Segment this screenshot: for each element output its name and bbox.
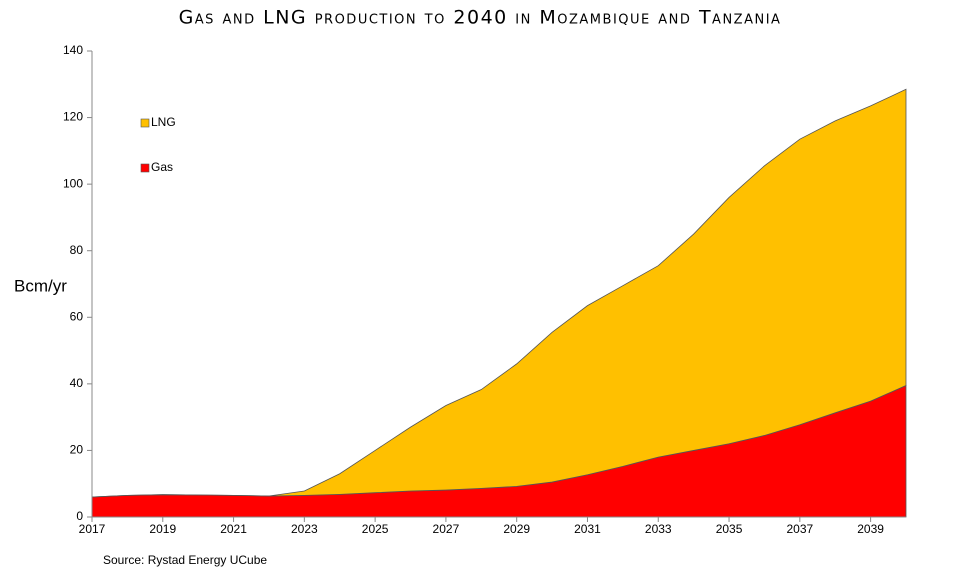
y-tick-label: 0 [76, 509, 83, 523]
y-tick-label: 60 [70, 309, 84, 323]
x-tick-label: 2031 [574, 522, 601, 536]
y-tick-label: 120 [63, 110, 83, 124]
x-tick-label: 2039 [857, 522, 884, 536]
x-tick-label: 2027 [433, 522, 460, 536]
x-tick-label: 2025 [362, 522, 389, 536]
source-note: Source: Rystad Energy UCube [103, 553, 267, 567]
y-tick-label: 140 [63, 43, 83, 57]
legend-swatch [140, 163, 150, 173]
legend-swatch [140, 118, 150, 128]
chart-title: Gas and LNG production to 2040 in Mozamb… [179, 7, 782, 29]
x-tick-label: 2035 [716, 522, 743, 536]
y-tick-label: 40 [70, 376, 84, 390]
x-tick-label: 2021 [220, 522, 247, 536]
x-tick-label: 2033 [645, 522, 672, 536]
x-tick-label: 2019 [149, 522, 176, 536]
x-tick-label: 2023 [291, 522, 318, 536]
y-tick-label: 20 [70, 443, 84, 457]
legend-label: Gas [151, 160, 173, 174]
y-tick-label: 80 [70, 243, 84, 257]
legend-label: LNG [151, 115, 176, 129]
area [91, 88, 907, 498]
x-tick-label: 2017 [79, 522, 106, 536]
y-axis-label: Bcm/yr [14, 276, 67, 295]
x-tick-label: 2037 [786, 522, 813, 536]
x-tick-label: 2029 [503, 522, 530, 536]
y-tick-label: 100 [63, 176, 83, 190]
